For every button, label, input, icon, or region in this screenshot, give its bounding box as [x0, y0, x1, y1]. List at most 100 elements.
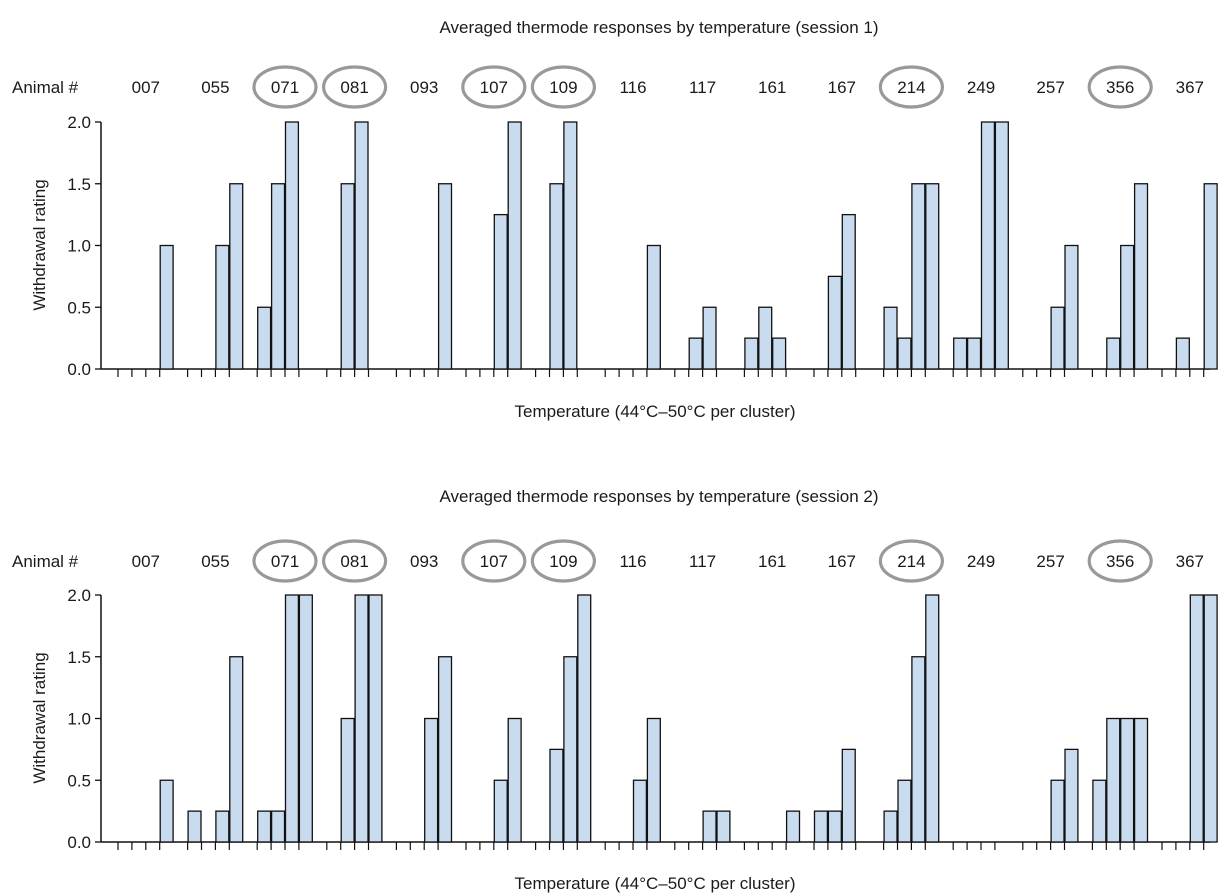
animal-id-label: 161 — [758, 552, 786, 571]
bar — [270, 810, 286, 843]
bar — [1050, 306, 1065, 370]
bar — [1064, 244, 1079, 370]
y-axis-title: Withdrawal rating — [30, 652, 49, 783]
highlight-circle — [1087, 539, 1153, 583]
animal-id-label: 257 — [1036, 78, 1064, 97]
animal-id-label: 117 — [689, 78, 716, 97]
bar — [744, 337, 759, 370]
bar — [507, 121, 522, 370]
chart-session-2: Averaged thermode responses by temperatu… — [12, 487, 1218, 893]
bar — [159, 779, 174, 843]
bar — [270, 183, 286, 370]
animal-id-label: 007 — [132, 78, 160, 97]
y-tick-label: 1.5 — [67, 175, 91, 194]
animal-id-label: 214 — [897, 78, 925, 97]
bar — [911, 656, 926, 843]
bar — [549, 183, 564, 370]
bar — [1064, 748, 1079, 843]
y-tick-label: 1.5 — [67, 648, 91, 667]
bar — [340, 183, 355, 370]
bar — [632, 779, 648, 843]
bar — [354, 594, 369, 843]
bar — [925, 183, 940, 370]
bar — [646, 717, 661, 843]
bar — [340, 717, 355, 843]
bar — [841, 748, 856, 843]
animal-id-label: 081 — [340, 78, 368, 97]
bar — [563, 121, 578, 370]
animal-number-label: Animal # — [12, 552, 79, 571]
bar — [1189, 594, 1204, 843]
animal-id-label: 167 — [828, 78, 856, 97]
animal-id-label: 117 — [689, 552, 716, 571]
animal-id-label: 249 — [967, 552, 995, 571]
bar — [1106, 717, 1121, 843]
animal-id-label: 093 — [410, 78, 438, 97]
bar — [1120, 244, 1135, 370]
animal-id-label: 109 — [549, 78, 577, 97]
bar — [549, 748, 564, 843]
bar — [437, 656, 453, 843]
y-tick-label: 1.0 — [67, 710, 91, 729]
bar — [507, 717, 522, 843]
bar — [953, 337, 968, 370]
bar — [187, 810, 202, 843]
bar — [284, 594, 300, 843]
bar — [702, 810, 717, 843]
bar — [368, 594, 383, 843]
animal-id-label: 109 — [549, 552, 577, 571]
bar — [1106, 337, 1121, 370]
bar — [646, 244, 661, 370]
bar — [298, 594, 313, 843]
animal-id-label: 093 — [410, 552, 438, 571]
bar — [827, 810, 842, 843]
bar — [229, 656, 244, 843]
bar — [1133, 183, 1149, 370]
highlight-circle — [322, 539, 388, 583]
animal-id-label: 367 — [1176, 552, 1204, 571]
bar — [1120, 717, 1135, 843]
animal-number-label: Animal # — [12, 78, 79, 97]
highlight-circle — [252, 65, 318, 109]
chart-title: Averaged thermode responses by temperatu… — [439, 487, 878, 506]
animal-id-label: 167 — [828, 552, 856, 571]
x-axis-title: Temperature (44°C–50°C per cluster) — [515, 874, 796, 893]
bar — [284, 121, 300, 370]
bar — [841, 213, 856, 370]
animal-id-label: 356 — [1106, 78, 1134, 97]
bar — [159, 244, 174, 370]
animal-id-label: 055 — [201, 552, 229, 571]
y-tick-label: 1.0 — [67, 237, 91, 256]
bar — [493, 213, 508, 370]
animal-id-label: 214 — [897, 552, 925, 571]
y-tick-label: 0.5 — [67, 771, 91, 790]
bar — [827, 275, 842, 370]
bar — [257, 810, 272, 843]
y-tick-label: 2.0 — [67, 113, 91, 132]
animal-id-label: 161 — [758, 78, 786, 97]
bar — [1203, 183, 1218, 370]
animal-id-label: 055 — [201, 78, 229, 97]
highlight-circle — [878, 65, 945, 109]
x-axis-title: Temperature (44°C–50°C per cluster) — [515, 402, 796, 421]
y-tick-label: 0.0 — [67, 833, 91, 852]
bar — [897, 779, 912, 843]
bar — [716, 810, 731, 843]
highlight-circle — [1087, 65, 1153, 109]
bar — [1133, 717, 1149, 843]
bar — [229, 183, 244, 370]
y-axis-title: Withdrawal rating — [30, 179, 49, 310]
animal-id-label: 116 — [619, 78, 646, 97]
bar — [980, 121, 996, 370]
y-tick-label: 2.0 — [67, 586, 91, 605]
bar — [563, 656, 578, 843]
bar — [1092, 779, 1107, 843]
bar — [966, 337, 982, 370]
bar — [702, 306, 717, 370]
bar — [1050, 779, 1065, 843]
bar — [1175, 337, 1190, 370]
y-tick-label: 0.0 — [67, 360, 91, 379]
animal-id-label: 367 — [1176, 78, 1204, 97]
animal-id-label: 107 — [480, 552, 508, 571]
animal-id-label: 081 — [340, 552, 368, 571]
